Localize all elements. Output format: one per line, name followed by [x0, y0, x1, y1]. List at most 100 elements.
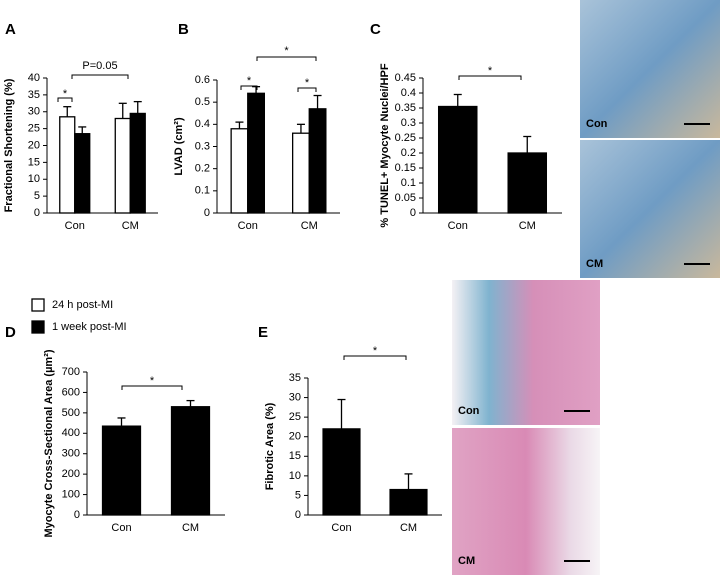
- y-tick-label: 0.3: [195, 140, 210, 152]
- micrograph: [580, 0, 720, 138]
- y-tick-label: 0.2: [401, 147, 416, 159]
- y-tick-label: 0: [74, 509, 80, 521]
- x-tick-label: CM: [182, 522, 199, 534]
- y-tick-label: 400: [62, 427, 80, 439]
- panel-letter: A: [5, 21, 16, 38]
- x-tick-label: Con: [331, 522, 351, 534]
- y-axis-label: Fibrotic Area (%): [264, 402, 276, 490]
- y-tick-label: 10: [289, 470, 301, 482]
- significance-bracket: [458, 75, 522, 80]
- y-tick-label: 5: [34, 190, 40, 202]
- y-axis-label: Fractional Shortening (%): [3, 78, 15, 212]
- y-tick-label: 0.1: [401, 177, 416, 189]
- y-tick-label: 15: [28, 156, 40, 168]
- panel-letter: C: [370, 21, 381, 38]
- y-tick-label: 10: [28, 173, 40, 185]
- y-tick-label: 35: [289, 372, 301, 384]
- y-tick-label: 0.5: [195, 96, 210, 108]
- y-tick-label: 500: [62, 407, 80, 419]
- significance-bracket: [57, 97, 73, 102]
- annotation: *: [284, 45, 289, 57]
- y-tick-label: 0: [34, 207, 40, 219]
- y-tick-label: 20: [28, 139, 40, 151]
- x-tick-label: Con: [111, 522, 131, 534]
- legend-label: 1 week post-MI: [52, 321, 127, 333]
- annotation: *: [373, 345, 378, 357]
- legend-swatch: [31, 298, 45, 312]
- y-tick-label: 0.4: [401, 87, 416, 99]
- legend-swatch: [31, 320, 45, 334]
- micrograph: [452, 280, 600, 425]
- annotation: *: [488, 65, 493, 77]
- x-tick-label: CM: [519, 220, 536, 232]
- y-tick-label: 200: [62, 468, 80, 480]
- significance-bracket: [71, 74, 129, 79]
- significance-bracket: [121, 385, 183, 390]
- micrograph-label: CM: [586, 258, 603, 270]
- y-tick-label: 0.2: [195, 163, 210, 175]
- bar: [59, 116, 76, 214]
- panel-letter: E: [258, 324, 268, 341]
- bar: [389, 488, 428, 516]
- significance-bracket: [240, 85, 258, 90]
- significance-bracket: [343, 355, 407, 360]
- x-tick-label: CM: [400, 522, 417, 534]
- x-tick-label: Con: [65, 220, 85, 232]
- y-tick-label: 0.1: [195, 185, 210, 197]
- y-tick-label: 0.25: [395, 132, 416, 144]
- annotation: P=0.05: [82, 60, 117, 72]
- annotation: *: [150, 375, 155, 387]
- y-tick-label: 0.6: [195, 74, 210, 86]
- y-tick-label: 300: [62, 448, 80, 460]
- micrograph-label: CM: [458, 555, 475, 567]
- panel-letter: B: [178, 21, 189, 38]
- y-tick-label: 35: [28, 89, 40, 101]
- y-tick-label: 700: [62, 366, 80, 378]
- y-axis-label: Myocyte Cross-Sectional Area (µm²): [43, 349, 55, 537]
- bar: [74, 133, 91, 214]
- x-tick-label: Con: [238, 220, 258, 232]
- panel-letter: D: [5, 324, 16, 341]
- micrograph-label: Con: [458, 405, 480, 417]
- bar: [437, 105, 478, 214]
- y-tick-label: 25: [28, 123, 40, 135]
- bar: [170, 406, 211, 516]
- micrograph: [580, 140, 720, 278]
- y-tick-label: 30: [28, 106, 40, 118]
- x-tick-label: CM: [122, 220, 139, 232]
- y-axis-label: % TUNEL+ Myocyte Nuclei/HPF: [379, 63, 391, 227]
- x-tick-label: CM: [301, 220, 318, 232]
- y-tick-label: 0: [410, 207, 416, 219]
- significance-bracket: [297, 87, 317, 92]
- bar: [308, 108, 327, 214]
- annotation: *: [305, 77, 310, 89]
- micrograph: [452, 428, 600, 575]
- legend-label: 24 h post-MI: [52, 299, 113, 311]
- y-tick-label: 40: [28, 72, 40, 84]
- bar: [507, 152, 548, 214]
- y-tick-label: 0: [204, 207, 210, 219]
- y-tick-label: 0.45: [395, 72, 416, 84]
- y-tick-label: 0.05: [395, 192, 416, 204]
- bar: [129, 112, 146, 214]
- y-tick-label: 600: [62, 386, 80, 398]
- y-tick-label: 0: [295, 509, 301, 521]
- y-tick-label: 15: [289, 450, 301, 462]
- y-axis-label: LVAD (cm²): [173, 117, 185, 176]
- y-tick-label: 25: [289, 411, 301, 423]
- bar: [101, 425, 142, 516]
- y-tick-label: 20: [289, 431, 301, 443]
- bar: [291, 132, 310, 214]
- micrograph-label: Con: [586, 118, 608, 130]
- y-tick-label: 30: [289, 391, 301, 403]
- bar: [230, 128, 249, 214]
- bar: [247, 92, 266, 214]
- bar: [322, 428, 361, 516]
- bar: [114, 117, 131, 214]
- y-tick-label: 0.15: [395, 162, 416, 174]
- x-tick-label: Con: [448, 220, 468, 232]
- y-tick-label: 5: [295, 489, 301, 501]
- y-tick-label: 0.35: [395, 102, 416, 114]
